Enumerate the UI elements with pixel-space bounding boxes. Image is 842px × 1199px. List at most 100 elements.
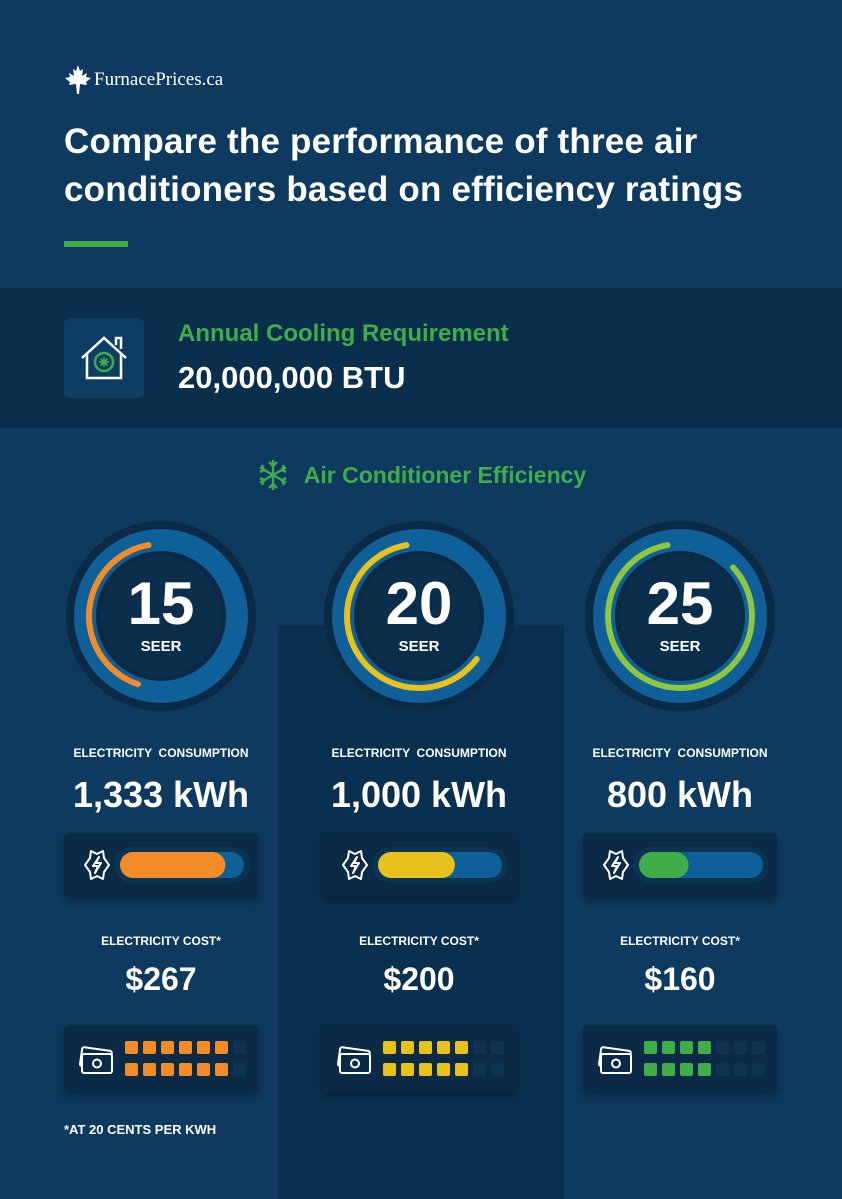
cost-dot (143, 1063, 156, 1076)
consumption-label: ELECTRICITY CONSUMPTION (331, 746, 507, 760)
gauge-inner (620, 556, 740, 676)
cost-dots (337, 1041, 504, 1076)
cost-dot (752, 1063, 765, 1076)
gauge-arc (605, 541, 755, 691)
cost-box (64, 1025, 258, 1092)
cost-label: ELECTRICITY COST* (101, 934, 221, 948)
cost-value: $200 (383, 961, 455, 997)
cost-label: ELECTRICITY COST* (359, 934, 479, 948)
seer-label: SEER (660, 638, 701, 655)
cost-label: ELECTRICITY COST* (620, 934, 740, 948)
bar-fill (120, 852, 226, 878)
cost-value: $160 (644, 961, 716, 997)
cost-dot (419, 1041, 432, 1054)
bolt-icon (84, 850, 110, 880)
cost-box (583, 1025, 777, 1092)
cost-dot (455, 1041, 468, 1054)
highlight-panel (278, 625, 564, 1199)
gauge-ring (332, 529, 506, 703)
cost-dot (491, 1041, 504, 1054)
cost-dot (473, 1041, 486, 1054)
bolt-icon (603, 850, 629, 880)
house-icon (64, 318, 144, 398)
seer-value: 20 (386, 570, 453, 637)
gauge-ring (593, 529, 767, 703)
cost-dot (752, 1041, 765, 1054)
seer-value: 25 (647, 570, 714, 637)
logo-text: FurnacePrices.ca (94, 69, 224, 90)
money-icon (92, 1058, 102, 1069)
cost-dots (598, 1041, 765, 1076)
consumption-label: ELECTRICITY CONSUMPTION (592, 746, 768, 760)
title: Compare the performance of three air con… (64, 118, 743, 214)
cost-dot (125, 1041, 138, 1054)
requirement-value: 20,000,000 BTU (178, 360, 406, 395)
cost-dot (662, 1063, 675, 1076)
consumption-box (583, 833, 777, 897)
title-line: Compare the performance of three air (64, 122, 698, 161)
maple-leaf (65, 65, 91, 94)
cost-dot (233, 1063, 246, 1076)
section-title-text: Air Conditioner Efficiency (303, 461, 587, 488)
logo: FurnacePrices.ca (64, 64, 223, 96)
title-line: conditioners based on efficiency ratings (64, 170, 743, 209)
cost-dot (215, 1041, 228, 1054)
gauge-inner (359, 556, 479, 676)
cost-dot (197, 1063, 210, 1076)
money-icon (611, 1058, 621, 1069)
cost-dot (473, 1063, 486, 1076)
money-icon (600, 1053, 632, 1074)
consumption-value: 1,000 kWh (330, 774, 508, 815)
money-icon (339, 1053, 371, 1074)
cost-dot (161, 1063, 174, 1076)
cost-dot (215, 1063, 228, 1076)
cost-dot (716, 1041, 729, 1054)
cost-dot (401, 1063, 414, 1076)
consumption-label: ELECTRICITY CONSUMPTION (73, 746, 249, 760)
accent-bar (64, 241, 128, 247)
cost-dot (716, 1063, 729, 1076)
consumption-box (64, 833, 258, 897)
cost-dot (734, 1041, 747, 1054)
footnote: *AT 20 CENTS PER KWH (64, 1122, 217, 1137)
cost-dot (179, 1063, 192, 1076)
cost-dot (698, 1063, 711, 1076)
gauge-arc (85, 541, 236, 691)
cost-dot (680, 1063, 693, 1076)
cost-dot (455, 1063, 468, 1076)
cost-dot (179, 1041, 192, 1054)
cost-dot (680, 1041, 693, 1054)
cost-dot (143, 1041, 156, 1054)
cost-box (322, 1025, 516, 1092)
money-icon (350, 1058, 360, 1069)
bar-fill (378, 852, 455, 878)
money-icon (81, 1053, 113, 1074)
cost-value: $267 (125, 961, 197, 997)
cost-dot (662, 1041, 675, 1054)
consumption-box (322, 833, 516, 897)
cost-dot (197, 1041, 210, 1054)
cost-dot (383, 1041, 396, 1054)
consumption-bar (603, 847, 769, 883)
requirement-label: Annual Cooling Requirement (178, 320, 509, 347)
consumption-value: 1,333 kWh (72, 774, 250, 815)
cost-dot (644, 1041, 657, 1054)
cost-dot (125, 1063, 138, 1076)
seer-value: 15 (128, 570, 195, 637)
seer-label: SEER (399, 638, 440, 655)
cost-dot (734, 1063, 747, 1076)
section-title: Air Conditioner Efficiency (0, 458, 842, 492)
cost-dot (419, 1063, 432, 1076)
seer-label: SEER (141, 638, 182, 655)
gauge-arc (344, 541, 494, 691)
snowflake-icon (259, 460, 287, 490)
bolt-icon (342, 850, 368, 880)
bar-fill (639, 852, 689, 878)
consumption-value: 800 kWh (606, 774, 754, 815)
house-svg (81, 336, 127, 380)
cost-dot (383, 1063, 396, 1076)
